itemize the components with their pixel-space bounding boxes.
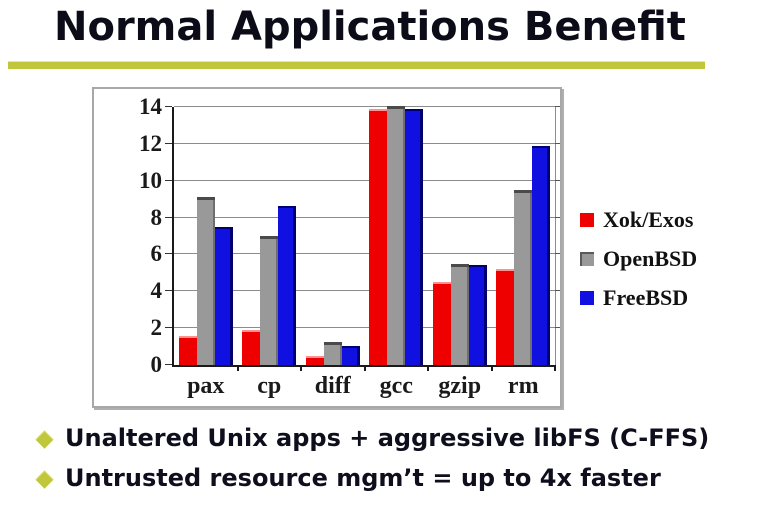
- y-axis-label: 6: [150, 241, 163, 267]
- bar-FreeBSD-gzip: [468, 264, 487, 365]
- bullet-item: Unaltered Unix apps + aggressive libFS (…: [35, 424, 710, 452]
- y-tick: [165, 179, 172, 181]
- bar-FreeBSD-rm: [532, 145, 551, 365]
- legend-swatch-icon: [580, 252, 594, 266]
- bar-FreeBSD-diff: [341, 345, 360, 365]
- y-axis-label: 10: [139, 167, 162, 193]
- title-underline-rule: [8, 61, 705, 69]
- x-tick: [363, 365, 366, 371]
- legend-label: FreeBSD: [603, 285, 689, 310]
- chart-legend: Xok/Exos OpenBSD FreeBSD: [580, 207, 697, 324]
- y-axis-label: 8: [150, 204, 163, 230]
- x-tick: [490, 365, 493, 371]
- plot-area: 0 2 4 6 8 10 12 14 pax cp diff gcc gzip rm: [139, 94, 560, 399]
- y-tick: [555, 106, 560, 107]
- y-axis-label: 12: [139, 130, 162, 156]
- gridline-6: [174, 253, 555, 255]
- y-tick: [555, 216, 560, 218]
- bar-FreeBSD-cp: [278, 205, 297, 365]
- legend-swatch-icon: [580, 291, 594, 305]
- slide-title: Normal Applications Benefit: [54, 4, 686, 50]
- y-tick: [165, 327, 172, 329]
- y-tick: [165, 290, 172, 292]
- y-tick: [555, 179, 560, 181]
- x-axis-label-gzip: gzip: [438, 373, 482, 399]
- bar-Xok-Exos-pax: [178, 335, 197, 365]
- legend-item-OpenBSD: OpenBSD: [580, 246, 697, 272]
- x-tick: [427, 365, 429, 371]
- x-tick: [236, 365, 239, 371]
- y-tick: [555, 142, 560, 144]
- bar-OpenBSD-pax: [196, 197, 215, 365]
- category-group-gzip: gzip: [428, 107, 492, 399]
- bullet-text: Unaltered Unix apps + aggressive libFS (…: [65, 424, 710, 452]
- legend-label: Xok/Exos: [603, 207, 694, 232]
- y-tick: [165, 216, 172, 218]
- bullet-text: Untrusted resource mgm’t = up to 4x fast…: [65, 464, 661, 492]
- y-axis-label: 2: [150, 315, 163, 341]
- x-axis-label-gcc: gcc: [379, 373, 413, 399]
- bullet-list: Unaltered Unix apps + aggressive libFS (…: [35, 424, 710, 504]
- x-axis-label-rm: rm: [507, 373, 539, 399]
- legend-label: OpenBSD: [603, 246, 698, 271]
- x-axis-label-pax: pax: [187, 373, 225, 399]
- bar-FreeBSD-gcc: [405, 108, 424, 365]
- x-tick: [554, 365, 556, 371]
- y-axis-label: 14: [139, 94, 162, 119]
- gridline-8: [174, 216, 555, 218]
- category-group-rm: rm: [492, 107, 556, 399]
- category-group-pax: pax: [174, 107, 238, 399]
- gridline-10: [174, 179, 555, 181]
- legend-item-FreeBSD: FreeBSD: [580, 285, 697, 311]
- legend-item-Xok-Exos: Xok/Exos: [580, 207, 697, 233]
- x-axis-label-cp: cp: [257, 373, 282, 399]
- gridline-4: [174, 290, 555, 292]
- category-group-cp: cp: [238, 107, 302, 399]
- bar-OpenBSD-cp: [260, 236, 279, 365]
- legend-swatch-icon: [580, 213, 594, 227]
- y-tick: [555, 327, 560, 329]
- gridline-2: [174, 327, 555, 329]
- y-axis-label: 4: [150, 278, 163, 304]
- gridline-12: [174, 142, 555, 144]
- y-tick: [555, 253, 560, 255]
- bar-OpenBSD-gcc: [387, 106, 406, 365]
- x-tick: [300, 365, 302, 371]
- category-group-gcc: gcc: [365, 106, 429, 399]
- bar-OpenBSD-diff: [323, 341, 342, 365]
- bar-Xok-Exos-gcc: [369, 108, 388, 365]
- bar-FreeBSD-pax: [214, 226, 233, 365]
- y-axis-label: 0: [150, 352, 163, 377]
- diamond-bullet-icon: [35, 430, 54, 449]
- x-axis-label-diff: diff: [314, 373, 351, 399]
- bar-OpenBSD-gzip: [450, 263, 469, 365]
- bar-Xok-Exos-rm: [496, 269, 515, 365]
- gridline-14: [174, 106, 555, 107]
- y-tick: [165, 253, 172, 255]
- bar-OpenBSD-rm: [514, 189, 533, 365]
- bar-Xok-Exos-diff: [305, 355, 324, 365]
- bar-Xok-Exos-cp: [242, 330, 261, 365]
- y-tick: [165, 106, 172, 107]
- diamond-bullet-icon: [35, 470, 54, 489]
- bar-Xok-Exos-gzip: [432, 282, 451, 365]
- y-tick: [165, 364, 172, 365]
- bullet-item: Untrusted resource mgm’t = up to 4x fast…: [35, 464, 709, 492]
- category-group-diff: diff: [301, 107, 365, 399]
- y-tick: [555, 290, 560, 292]
- y-tick: [165, 142, 172, 144]
- bar-chart: 0 2 4 6 8 10 12 14 pax cp diff gcc gzip rm: [92, 87, 562, 408]
